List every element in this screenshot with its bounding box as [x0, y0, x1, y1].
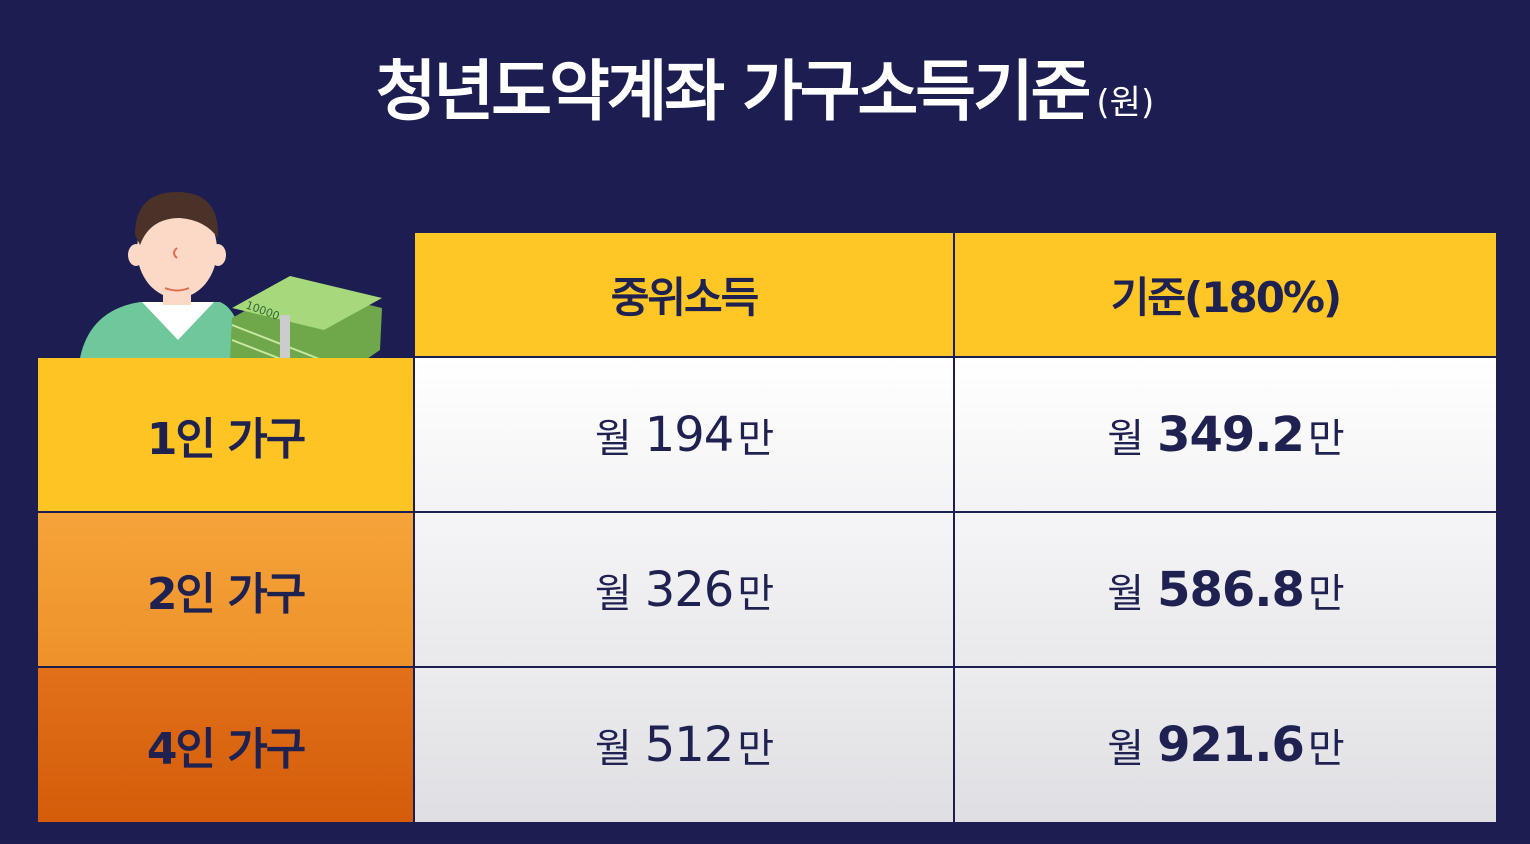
cell-median-2: 월 326 만	[415, 513, 953, 666]
cell-criteria-3: 월 921.6 만	[955, 668, 1496, 822]
header-median-income: 중위소득	[415, 233, 953, 356]
header-criteria: 기준(180%)	[955, 233, 1496, 356]
row-label-1: 1인 가구	[38, 358, 413, 511]
cell-median-3: 월 512 만	[415, 668, 953, 822]
title-text: 청년도약계좌 가구소득기준	[375, 53, 1092, 130]
cell-criteria-2: 월 586.8 만	[955, 513, 1496, 666]
row-label-2: 2인 가구	[38, 513, 413, 666]
cell-criteria-1: 월 349.2 만	[955, 358, 1496, 511]
row-label-3: 4인 가구	[38, 668, 413, 822]
title-unit: (원)	[1096, 83, 1155, 123]
cell-median-1: 월 194 만	[415, 358, 953, 511]
page-title: 청년도약계좌 가구소득기준 (원)	[0, 38, 1530, 134]
